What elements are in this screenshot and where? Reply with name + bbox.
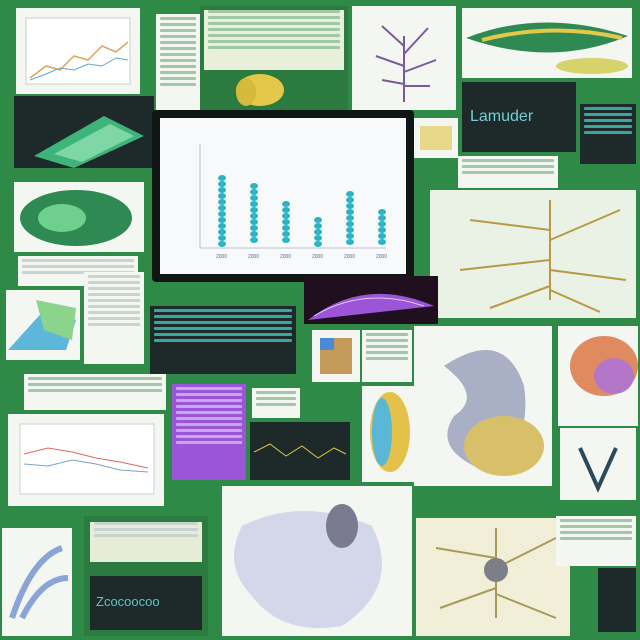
bar-bead <box>282 225 290 231</box>
bar-bead <box>314 223 322 229</box>
teal-text-panel: Lamuder <box>462 82 576 152</box>
sample-photo <box>312 330 360 382</box>
green-gradient-slide <box>14 96 154 168</box>
document-page-b <box>362 330 412 382</box>
bar-bead <box>250 207 258 213</box>
bar-chart: 2000 2000 2000 2000 2000 2000 <box>199 144 387 260</box>
bar-bead <box>314 217 322 223</box>
main-monitor: 2000 2000 2000 2000 2000 2000 <box>152 110 414 282</box>
x-tick-label: 2000 <box>248 254 259 260</box>
notes-strip <box>458 156 558 188</box>
bar-bead <box>218 241 226 247</box>
bar-bead <box>314 235 322 241</box>
bar-bead <box>314 241 322 247</box>
tissue-icon <box>222 486 412 636</box>
bar-bead <box>250 237 258 243</box>
root-network-diagram <box>430 190 636 318</box>
bar-bead <box>282 213 290 219</box>
bar-bead <box>346 227 354 233</box>
bar-bead <box>282 231 290 237</box>
bar-chart-screen: 2000 2000 2000 2000 2000 2000 <box>160 118 406 274</box>
bar-bead <box>218 181 226 187</box>
bar-bead <box>218 193 226 199</box>
data-table-panel <box>200 6 348 110</box>
bar-bead <box>282 207 290 213</box>
x-tick-label: 2000 <box>312 254 323 260</box>
leaf-icon <box>236 74 284 106</box>
chart-thumbnail-small <box>414 118 458 158</box>
bar-bead <box>346 197 354 203</box>
fern-diagram-icon <box>352 6 456 110</box>
caption-strip <box>24 374 166 410</box>
bar-bead <box>346 215 354 221</box>
bar-bead <box>250 183 258 189</box>
bar-bead <box>346 221 354 227</box>
bar-bead <box>218 211 226 217</box>
branching-diagram <box>416 518 570 636</box>
bar-bead <box>250 195 258 201</box>
caption-card: Zcocoocoo <box>84 516 208 636</box>
signal-trace-panel <box>250 422 350 480</box>
purple-leaf-panel <box>304 276 438 324</box>
bar-bead <box>378 233 386 239</box>
bar-bead <box>378 239 386 245</box>
x-tick-label: 2000 <box>280 254 291 260</box>
bar-bead <box>346 233 354 239</box>
bar-bead <box>250 231 258 237</box>
bar-bead <box>378 227 386 233</box>
stat-table <box>556 516 636 566</box>
bar-bead <box>282 201 290 207</box>
spectrum-panel <box>150 306 296 374</box>
bottom-panel-caption: Zcocoocoo <box>96 594 160 609</box>
text-snippet <box>252 388 300 418</box>
waveform-panel <box>580 104 636 164</box>
bar-bead <box>250 219 258 225</box>
bar-bead <box>250 213 258 219</box>
bar-bead <box>218 199 226 205</box>
leaf-section-image <box>462 8 632 78</box>
line-chart-graphic <box>25 17 131 85</box>
bar-bead <box>346 239 354 245</box>
line-chart-thumbnail <box>16 8 140 94</box>
organ-model-icon <box>414 326 552 486</box>
bar-bead <box>378 215 386 221</box>
bar-bead <box>218 223 226 229</box>
bar-bead <box>346 203 354 209</box>
eye-diagram <box>14 182 144 252</box>
bar-bead <box>378 209 386 215</box>
document-page-a <box>84 272 144 364</box>
blue-structure-image <box>2 528 72 636</box>
bar-bead <box>218 187 226 193</box>
bar-bead <box>282 237 290 243</box>
x-tick-label: 2000 <box>376 254 387 260</box>
bar-bead <box>218 217 226 223</box>
bar-bead <box>218 205 226 211</box>
seed-image <box>362 386 414 482</box>
bar-bead <box>250 225 258 231</box>
teal-panel-caption: Lamuder <box>470 108 534 125</box>
fruit-icon <box>558 326 638 426</box>
x-tick-label: 2000 <box>216 254 227 260</box>
x-tick-label: 2000 <box>344 254 355 260</box>
dark-photo <box>598 568 636 632</box>
bar-bead <box>314 229 322 235</box>
spreadsheet-thumbnail <box>156 14 200 118</box>
bar-bead <box>218 229 226 235</box>
bar-bead <box>346 191 354 197</box>
bar-bead <box>218 175 226 181</box>
text-column-left <box>18 256 138 286</box>
bar-bead <box>378 221 386 227</box>
purple-document <box>172 384 246 480</box>
bar-bead <box>346 209 354 215</box>
bar-bead <box>250 201 258 207</box>
line-graph-panel <box>8 414 164 506</box>
mesh-model-image <box>6 290 80 360</box>
bottom-caption-panel: Zcocoocoo <box>90 576 202 630</box>
plant-specimen-icon <box>560 428 636 500</box>
bar-bead <box>282 219 290 225</box>
bar-bead <box>250 189 258 195</box>
bar-bead <box>218 235 226 241</box>
